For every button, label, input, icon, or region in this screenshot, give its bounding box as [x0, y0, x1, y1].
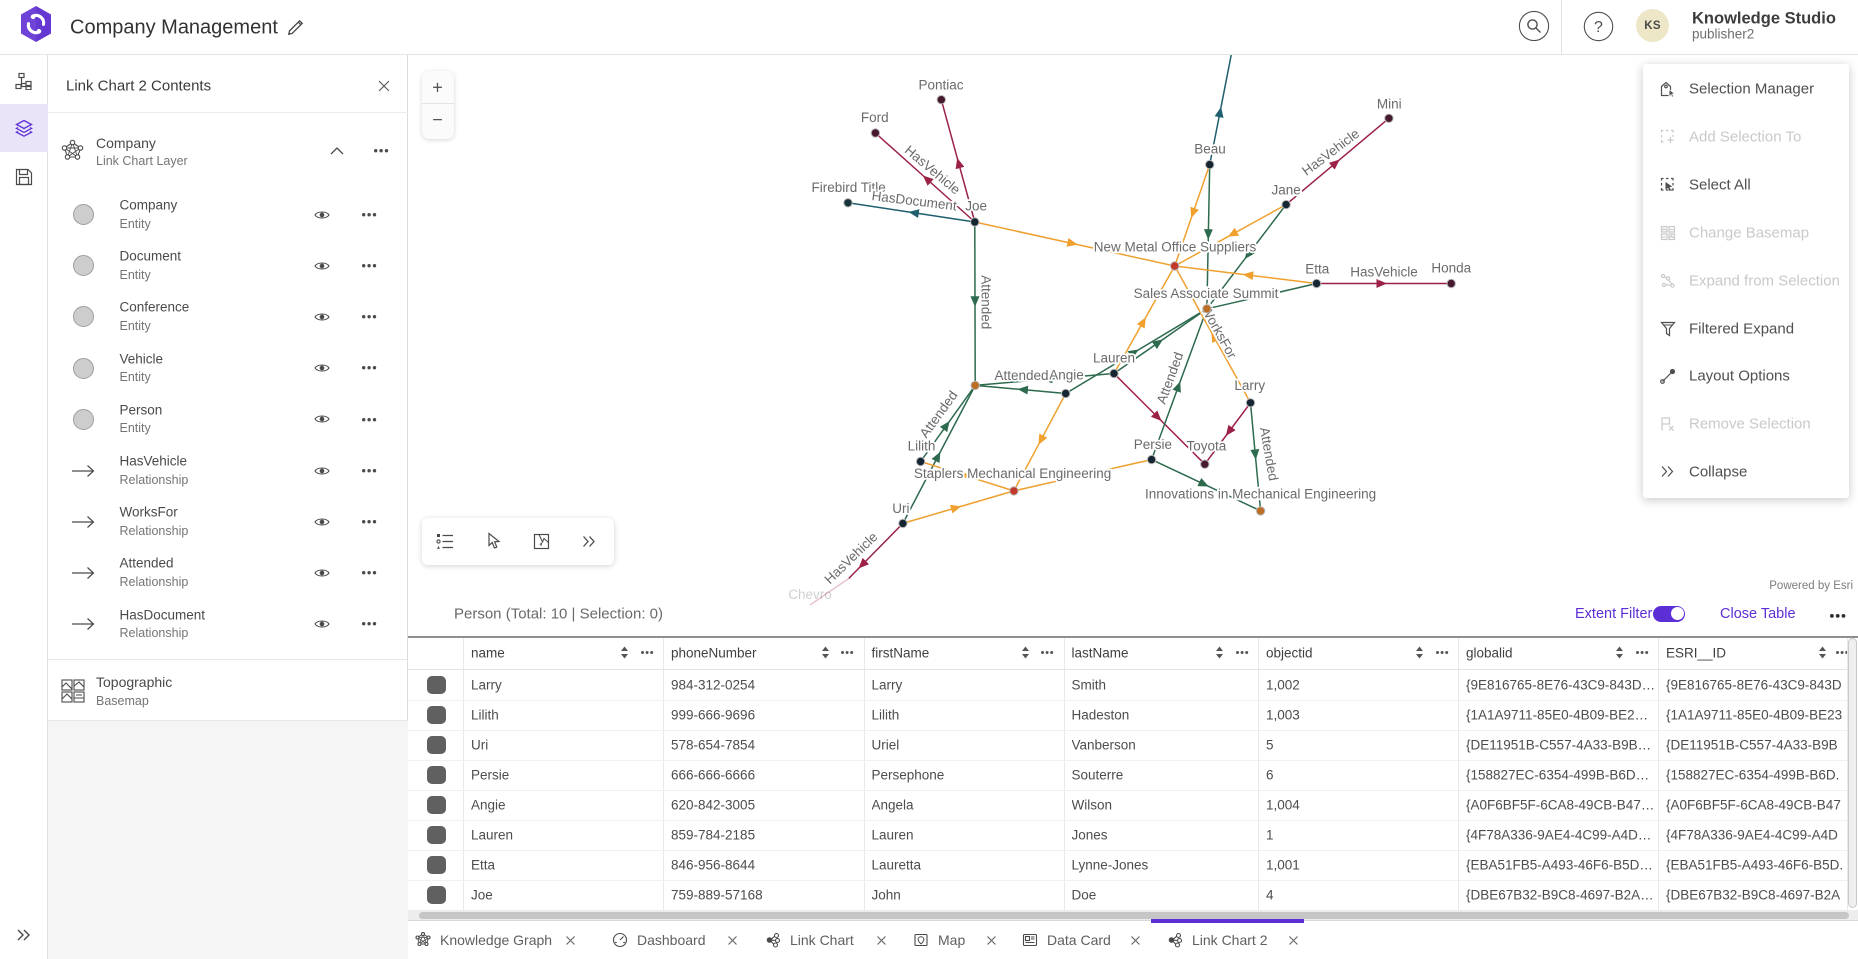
svg-text:Lauren: Lauren [1093, 350, 1135, 365]
svg-text:Beau: Beau [1194, 141, 1226, 156]
svg-text:Angie: Angie [1049, 368, 1084, 383]
svg-text:Lilith: Lilith [908, 439, 936, 454]
svg-text:Ford: Ford [861, 110, 889, 125]
svg-text:Uri: Uri [892, 501, 909, 516]
svg-text:New Metal Office Suppliers: New Metal Office Suppliers [1094, 240, 1257, 255]
svg-text:Pontiac: Pontiac [918, 77, 963, 92]
svg-text:Honda: Honda [1431, 261, 1471, 276]
svg-text:HasVehicle: HasVehicle [1299, 126, 1362, 179]
svg-text:Jane: Jane [1271, 183, 1300, 198]
svg-text:Mini: Mini [1377, 96, 1402, 111]
svg-text:HasDocument: HasDocument [871, 188, 958, 213]
svg-text:HasVehicle: HasVehicle [821, 529, 880, 587]
svg-text:Innovations in Mechanical Engi: Innovations in Mechanical Engineering [1145, 487, 1376, 502]
svg-text:Attended: Attended [979, 275, 994, 329]
svg-text:Firebird Title: Firebird Title [811, 180, 885, 195]
svg-text:Toyota: Toyota [1187, 439, 1227, 454]
svg-text:?: ? [1594, 19, 1603, 36]
svg-text:Chevro: Chevro [788, 587, 832, 602]
svg-text:Attended: Attended [994, 368, 1048, 383]
svg-text:Larry: Larry [1234, 378, 1265, 393]
svg-text:Etta: Etta [1305, 261, 1330, 276]
svg-text:HasVehicle: HasVehicle [902, 142, 963, 197]
svg-text:Staplers Mechanical Engineerin: Staplers Mechanical Engineering [914, 466, 1111, 481]
svg-text:Persie: Persie [1134, 437, 1172, 452]
svg-text:Attended: Attended [1257, 426, 1281, 482]
svg-text:Joe: Joe [965, 198, 987, 213]
svg-text:HasVehicle: HasVehicle [1350, 264, 1418, 279]
svg-text:Sales Associate Summit: Sales Associate Summit [1134, 286, 1279, 301]
